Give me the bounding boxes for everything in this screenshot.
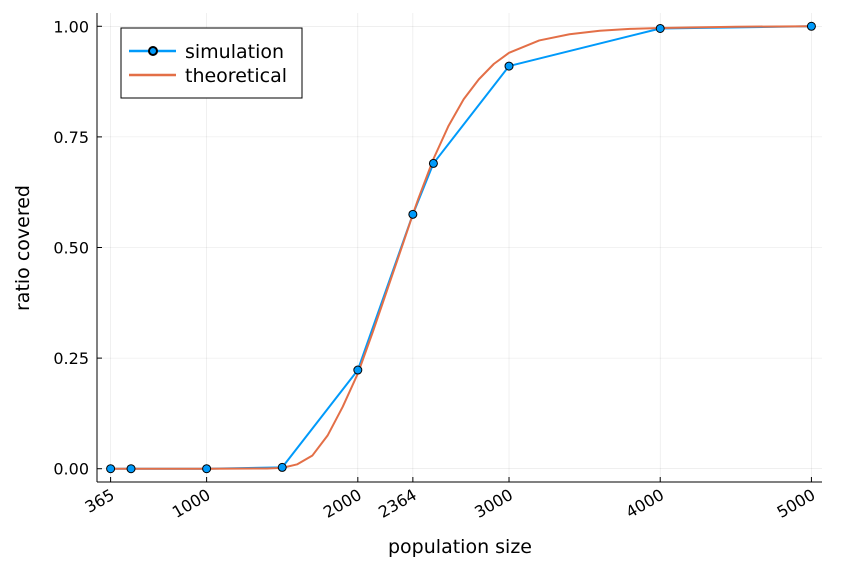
y-tick-label: 0.50 [53,239,89,258]
x-ticks: 365 1000 2000 2364 3000 4000 5000 [82,477,819,522]
series-markers [106,21,816,474]
legend-label: simulation [185,41,284,63]
y-tick-label: 0.75 [53,128,89,147]
legend-label: theoretical [185,65,287,87]
x-tick-label: 365 [82,485,118,517]
data-point [202,464,212,474]
x-tick-label: 2364 [375,485,420,522]
data-point [106,464,116,474]
data-point [277,462,287,472]
x-tick-label: 4000 [622,485,667,522]
series-line-theoretical [110,25,812,470]
x-tick-label: 3000 [471,485,516,522]
data-point [126,464,136,474]
data-point [353,365,363,375]
x-axis-title: population size [388,536,532,558]
data-point [428,158,438,168]
y-axis-title: ratio covered [12,185,34,311]
data-point [408,209,418,219]
x-tick-label: 2000 [320,485,365,522]
legend-marker [148,46,158,56]
y-tick-label: 0.00 [53,460,89,479]
y-ticks: 0.00 0.25 0.50 0.75 1.00 [53,17,102,479]
grid [97,13,822,482]
data-point [806,21,816,31]
legend-box [120,27,303,99]
y-tick-label: 1.00 [53,17,89,36]
x-tick-label: 5000 [774,485,819,522]
data-point [504,61,514,71]
x-tick-label: 1000 [169,485,214,522]
y-tick-label: 0.25 [53,349,89,368]
series-lines [110,25,812,470]
data-point [655,23,665,33]
